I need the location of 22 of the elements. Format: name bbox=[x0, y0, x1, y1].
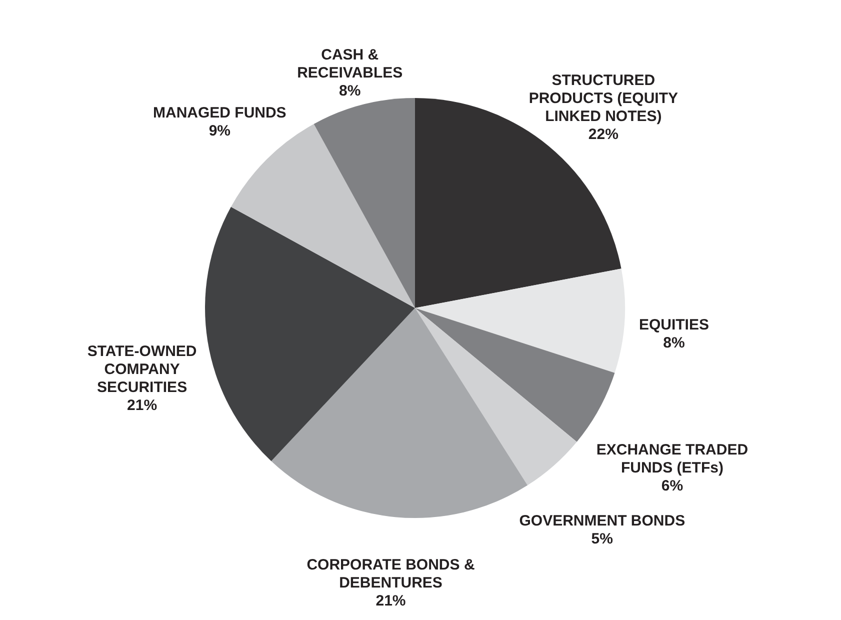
slice-label: STATE-OWNED COMPANY SECURITIES bbox=[87, 343, 197, 396]
slice-label: GOVERNMENT BONDS bbox=[519, 512, 686, 530]
pie-slice bbox=[314, 98, 415, 308]
slice-label: STRUCTURED PRODUCTS (EQUITY LINKED NOTES) bbox=[528, 72, 678, 126]
data-label: 6% bbox=[661, 477, 684, 494]
data-label: 8% bbox=[663, 334, 685, 352]
data-label: 9% bbox=[208, 122, 230, 140]
data-label: 21% bbox=[376, 592, 406, 610]
slice-label: MANAGED FUNDS bbox=[152, 104, 286, 122]
slice-label: CORPORATE BONDS & DEBENTURES bbox=[306, 556, 475, 592]
pie-slice bbox=[230, 124, 415, 308]
data-label: 5% bbox=[591, 530, 613, 548]
data-label: 21% bbox=[127, 397, 158, 414]
data-label: 8% bbox=[339, 82, 361, 100]
pie-slice bbox=[415, 308, 577, 486]
pie-slice bbox=[415, 308, 615, 442]
data-label: 22% bbox=[588, 126, 618, 144]
slice-label: EXCHANGE TRADED FUNDS (ETFs) bbox=[596, 441, 748, 476]
slice-label: CASH & RECEIVABLES bbox=[297, 46, 403, 82]
slice-label: EQUITIES bbox=[638, 316, 709, 334]
pie-slice bbox=[205, 206, 415, 462]
pie-slice bbox=[415, 268, 625, 373]
